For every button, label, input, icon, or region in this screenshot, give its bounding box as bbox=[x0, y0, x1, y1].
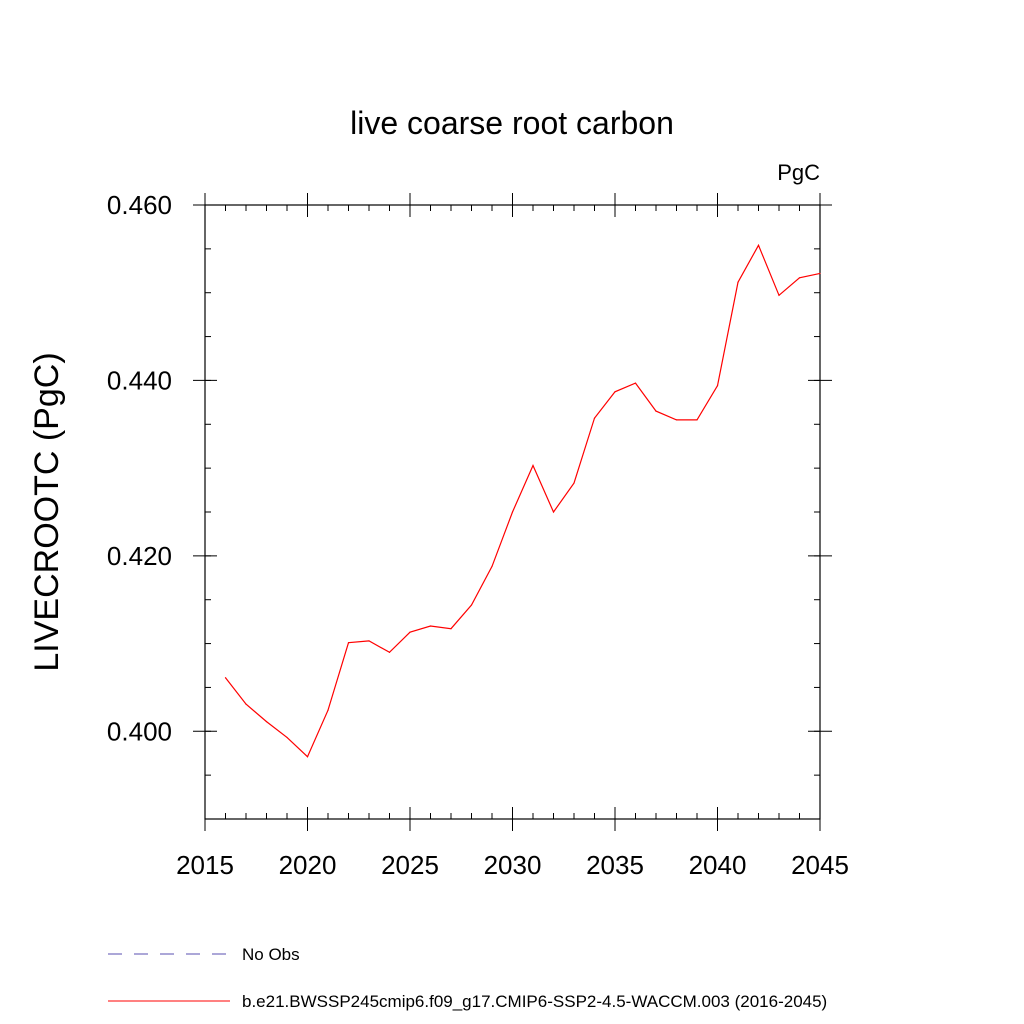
data-point bbox=[224, 677, 227, 679]
data-point bbox=[409, 631, 411, 633]
x-tick-label: 2045 bbox=[791, 850, 849, 880]
tick-labels: 2015 2020 2025 2030 2035 2040 2045 0.400 0.420 0.… bbox=[107, 190, 849, 880]
legend: No Obs b.e21.BWSSP245cmip6.f09_g17.CMIP6-… bbox=[108, 945, 827, 1011]
x-tick-label: 2030 bbox=[484, 850, 542, 880]
y-tick-label: 0.460 bbox=[107, 190, 172, 220]
data-point bbox=[634, 382, 637, 384]
data-point bbox=[245, 703, 247, 705]
data-point bbox=[347, 642, 350, 644]
data-point bbox=[696, 419, 698, 421]
data-point bbox=[429, 625, 432, 627]
series-group bbox=[224, 243, 821, 758]
data-point bbox=[532, 464, 534, 467]
y-tick-label: 0.420 bbox=[107, 541, 172, 571]
axis-ticks bbox=[193, 193, 832, 831]
data-point bbox=[593, 417, 596, 419]
x-tick-label: 2035 bbox=[586, 850, 644, 880]
data-point bbox=[757, 244, 760, 246]
data-point bbox=[716, 385, 719, 387]
legend-label: b.e21.BWSSP245cmip6.f09_g17.CMIP6-SSP2-4… bbox=[242, 992, 827, 1011]
x-tick-label: 2025 bbox=[381, 850, 439, 880]
data-point bbox=[819, 272, 821, 275]
data-point bbox=[552, 511, 555, 513]
x-tick-label: 2040 bbox=[689, 850, 747, 880]
data-point bbox=[368, 640, 370, 642]
y-axis-label: LIVECROOTC (PgC) bbox=[28, 352, 66, 671]
data-point bbox=[675, 419, 678, 421]
data-point bbox=[778, 294, 780, 296]
data-point bbox=[388, 651, 391, 653]
data-point bbox=[511, 511, 514, 513]
y-tick-label: 0.400 bbox=[107, 716, 172, 746]
data-point bbox=[286, 736, 288, 739]
data-point bbox=[655, 410, 657, 412]
y-tick-label: 0.440 bbox=[107, 365, 172, 395]
data-point bbox=[491, 565, 493, 567]
chart-title: live coarse root carbon bbox=[350, 105, 674, 141]
data-point bbox=[327, 709, 329, 711]
data-point bbox=[450, 628, 452, 630]
data-point bbox=[737, 281, 739, 283]
data-point bbox=[573, 482, 575, 484]
data-point bbox=[470, 604, 473, 606]
x-tick-label: 2015 bbox=[176, 850, 234, 880]
data-point bbox=[265, 721, 268, 723]
legend-label: No Obs bbox=[242, 945, 300, 964]
series-line bbox=[225, 243, 821, 758]
data-point bbox=[614, 391, 616, 393]
data-point bbox=[306, 756, 309, 758]
x-tick-label: 2020 bbox=[279, 850, 337, 880]
data-point bbox=[798, 277, 801, 279]
units-label: PgC bbox=[777, 160, 820, 185]
